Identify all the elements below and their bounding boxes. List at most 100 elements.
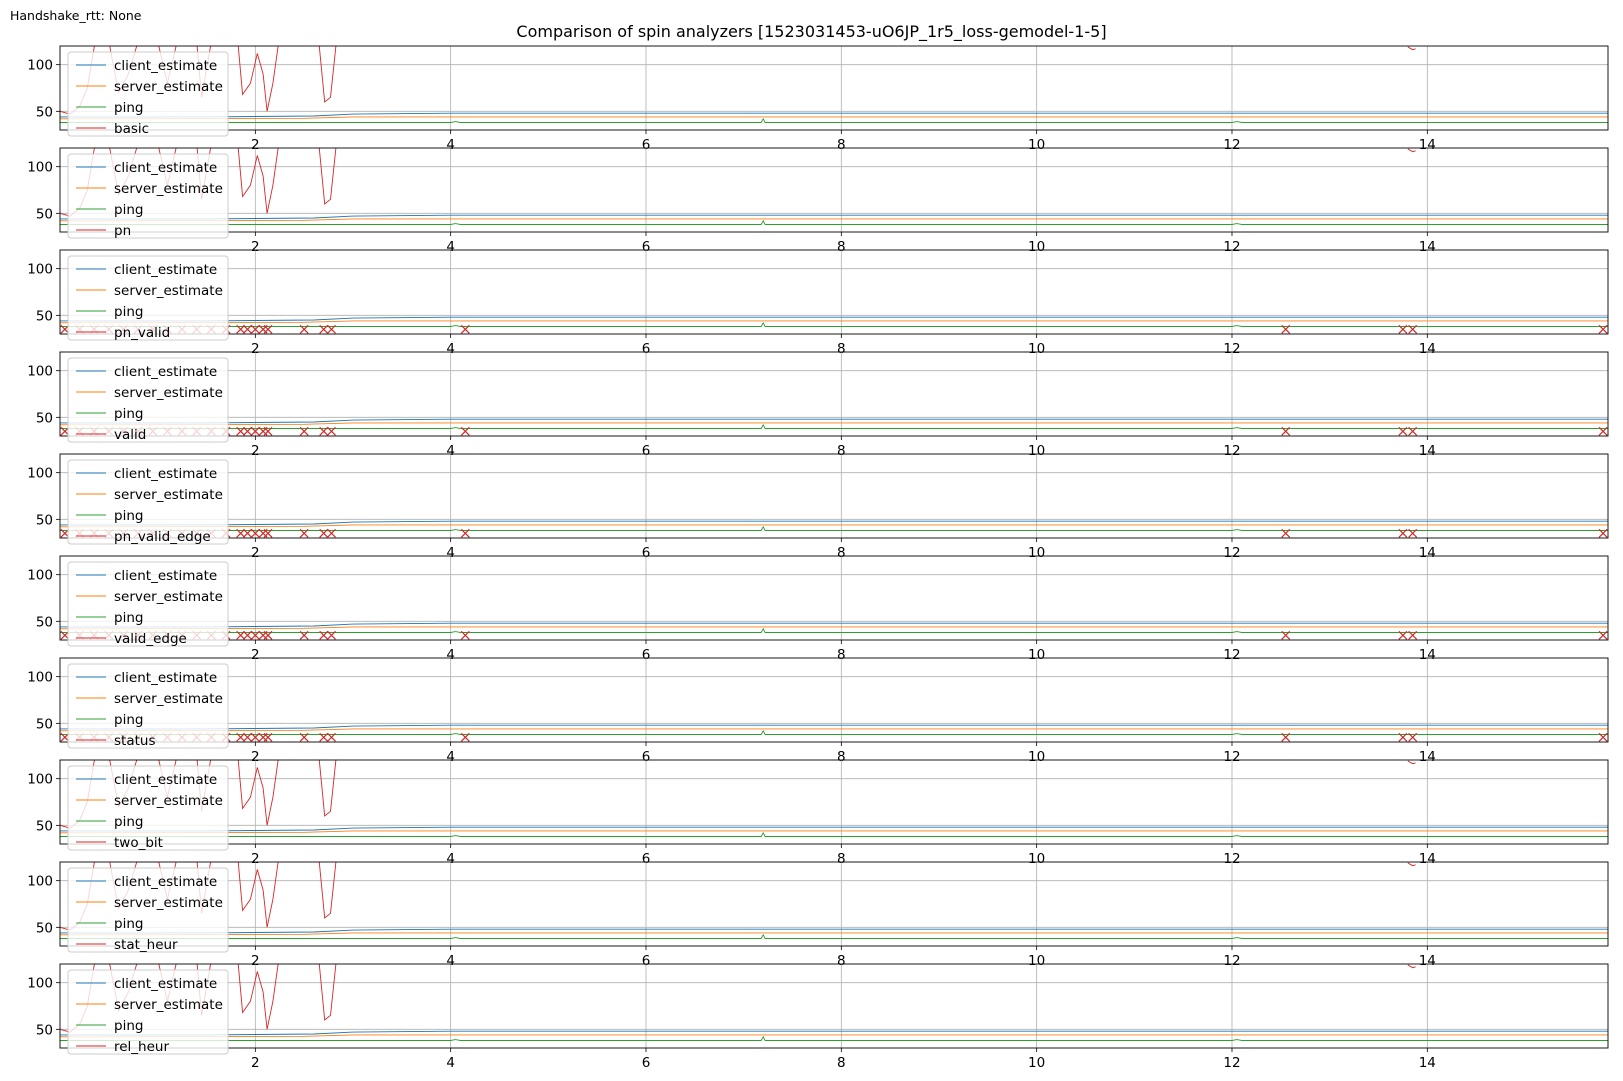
ping-line	[60, 117, 1608, 123]
legend-label: ping	[114, 100, 143, 116]
y-tick-label: 50	[36, 410, 53, 426]
legend-label: stat_heur	[114, 937, 178, 953]
analyzer-marker	[250, 528, 260, 538]
analyzer-marker	[1598, 630, 1608, 640]
x-tick-label: 14	[1419, 749, 1436, 765]
subplot-8: 50 100 2 4 6 8 10 12 14 client_estimate server_est…	[27, 759, 1609, 867]
ping-line	[60, 627, 1608, 633]
analyzer-marker	[299, 426, 309, 436]
x-tick-label: 12	[1223, 545, 1240, 561]
axes-frame	[59, 555, 1609, 641]
legend-label: client_estimate	[114, 262, 217, 278]
analyzer-marker	[243, 528, 252, 538]
x-tick-label: 2	[251, 1055, 260, 1071]
legend-label: server_estimate	[114, 79, 223, 95]
ping-line	[60, 831, 1608, 837]
plot-area	[60, 724, 1608, 742]
legend-label: ping	[114, 304, 143, 320]
analyzer-marker	[263, 426, 273, 436]
axes-frame	[59, 45, 1609, 131]
axes-frame	[59, 453, 1609, 539]
analyzer-marker	[319, 528, 329, 538]
subplot-6: 50 100 2 4 6 8 10 12 14 client_estimate server_est…	[27, 555, 1609, 663]
x-tick-label: 14	[1419, 647, 1436, 663]
analyzer-line-tail	[1407, 964, 1416, 969]
x-tick-label: 2	[251, 239, 260, 255]
analyzer-marker	[460, 630, 470, 640]
subplot-9: 50 100 2 4 6 8 10 12 14 client_estimate server_est…	[27, 861, 1609, 969]
x-tick-label: 12	[1223, 341, 1240, 357]
x-tick-label: 10	[1028, 749, 1045, 765]
x-tick-label: 6	[642, 137, 651, 153]
y-tick-label: 50	[36, 512, 53, 528]
analyzer-marker	[1598, 528, 1608, 538]
x-tick-label: 12	[1223, 851, 1240, 867]
subplot-5: 50 100 2 4 6 8 10 12 14 client_estimate server_est…	[27, 453, 1609, 561]
analyzer-marker	[1408, 630, 1418, 640]
legend-label: pn_valid	[114, 325, 170, 341]
x-tick-label: 8	[837, 1055, 846, 1071]
x-tick-label: 12	[1223, 647, 1240, 663]
server-estimate-line	[60, 116, 1608, 120]
analyzer-marker	[250, 630, 260, 640]
legend-label: ping	[114, 610, 143, 626]
legend-box	[67, 255, 229, 341]
y-tick-label: 100	[27, 160, 53, 176]
analyzer-marker	[460, 732, 470, 742]
x-tick-label: 6	[642, 341, 651, 357]
x-tick-label: 14	[1419, 137, 1436, 153]
legend-label: server_estimate	[114, 181, 223, 197]
x-tick-label: 10	[1028, 953, 1045, 969]
x-tick-label: 2	[251, 443, 260, 459]
plot-area	[60, 520, 1608, 538]
client-estimate-line	[60, 112, 1608, 118]
analyzer-marker	[243, 732, 252, 742]
analyzer-marker	[319, 630, 329, 640]
analyzer-marker	[236, 324, 246, 334]
ping-line	[60, 933, 1608, 939]
y-tick-label: 100	[27, 568, 53, 584]
x-tick-label: 2	[251, 749, 260, 765]
analyzer-marker	[250, 732, 260, 742]
x-tick-label: 6	[642, 851, 651, 867]
analyzer-marker	[1398, 426, 1408, 436]
client-estimate-line	[60, 520, 1608, 526]
analyzer-marker	[1281, 528, 1291, 538]
y-tick-label: 50	[36, 308, 53, 324]
analyzer-marker	[263, 732, 273, 742]
legend-box	[67, 51, 229, 137]
legend-label: client_estimate	[114, 976, 217, 992]
x-tick-label: 6	[642, 647, 651, 663]
x-tick-label: 6	[642, 749, 651, 765]
x-tick-label: 8	[837, 749, 846, 765]
legend-label: client_estimate	[114, 772, 217, 788]
analyzer-marker	[243, 426, 252, 436]
client-estimate-line	[60, 418, 1608, 424]
x-tick-label: 4	[446, 545, 455, 561]
legend-label: ping	[114, 712, 143, 728]
x-tick-label: 14	[1419, 239, 1436, 255]
legend-label: server_estimate	[114, 385, 223, 401]
analyzer-marker	[319, 732, 329, 742]
y-tick-label: 100	[27, 670, 53, 686]
analyzer-marker	[327, 528, 336, 538]
server-estimate-line	[60, 422, 1608, 426]
x-tick-label: 4	[446, 443, 455, 459]
legend-label: server_estimate	[114, 691, 223, 707]
subplot-3: 50 100 2 4 6 8 10 12 14 client_estimate server_est…	[27, 249, 1609, 357]
analyzer-marker	[1281, 630, 1291, 640]
analyzer-marker	[1281, 732, 1291, 742]
x-tick-label: 8	[837, 341, 846, 357]
legend-label: status	[114, 733, 155, 749]
legend-label: client_estimate	[114, 364, 217, 380]
axes-frame	[59, 249, 1609, 335]
legend-label: client_estimate	[114, 670, 217, 686]
x-tick-label: 10	[1028, 137, 1045, 153]
axes-frame	[59, 861, 1609, 947]
server-estimate-line	[60, 320, 1608, 324]
x-tick-label: 4	[446, 953, 455, 969]
ping-line	[60, 321, 1608, 327]
